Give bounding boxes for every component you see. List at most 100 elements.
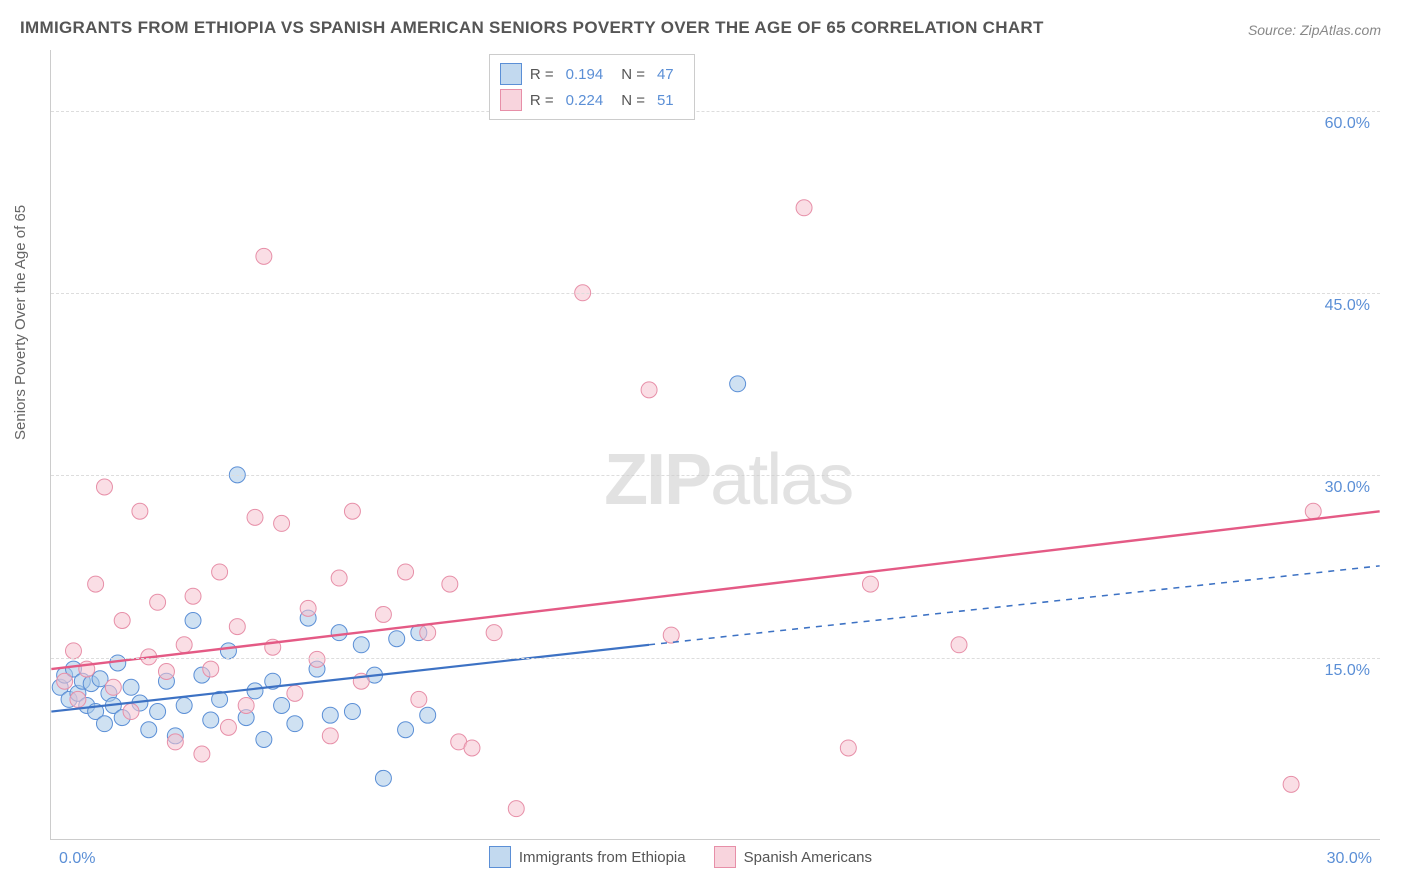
data-point xyxy=(353,637,369,653)
data-point xyxy=(451,734,467,750)
data-point xyxy=(238,710,254,726)
data-point xyxy=(322,728,338,744)
data-point xyxy=(353,673,369,689)
data-point xyxy=(663,627,679,643)
r-value-1: 0.194 xyxy=(566,66,604,83)
data-point xyxy=(96,716,112,732)
data-point xyxy=(274,515,290,531)
gridline xyxy=(51,475,1380,476)
y-axis-label: Seniors Poverty Over the Age of 65 xyxy=(12,205,29,440)
gridline xyxy=(51,658,1380,659)
data-point xyxy=(105,697,121,713)
data-point xyxy=(256,731,272,747)
data-point xyxy=(176,637,192,653)
data-point xyxy=(840,740,856,756)
regression-line xyxy=(51,511,1379,669)
data-point xyxy=(57,673,73,689)
data-point xyxy=(212,564,228,580)
data-point xyxy=(194,667,210,683)
data-point xyxy=(1305,503,1321,519)
data-point xyxy=(88,576,104,592)
gridline xyxy=(51,111,1380,112)
source-credit: Source: ZipAtlas.com xyxy=(1248,22,1381,38)
data-point xyxy=(105,679,121,695)
gridline xyxy=(51,293,1380,294)
data-point xyxy=(344,704,360,720)
data-point xyxy=(132,695,148,711)
r-label: R = xyxy=(530,92,554,109)
data-point xyxy=(398,722,414,738)
data-point xyxy=(70,691,86,707)
scatter-svg xyxy=(51,50,1380,839)
data-point xyxy=(52,679,68,695)
data-point xyxy=(951,637,967,653)
y-tick-label: 30.0% xyxy=(1325,479,1370,497)
legend-label-2: Spanish Americans xyxy=(744,849,872,866)
data-point xyxy=(158,663,174,679)
data-point xyxy=(508,801,524,817)
plot-area: 15.0%30.0%45.0%60.0%0.0%30.0% xyxy=(50,50,1380,840)
data-point xyxy=(61,691,77,707)
legend-label-1: Immigrants from Ethiopia xyxy=(519,849,686,866)
data-point xyxy=(79,661,95,677)
data-point xyxy=(114,613,130,629)
data-point xyxy=(220,719,236,735)
data-point xyxy=(287,685,303,701)
data-point xyxy=(420,707,436,723)
data-point xyxy=(158,673,174,689)
data-point xyxy=(486,625,502,641)
data-point xyxy=(194,746,210,762)
data-point xyxy=(70,685,86,701)
data-point xyxy=(300,610,316,626)
r-label: R = xyxy=(530,66,554,83)
data-point xyxy=(1283,776,1299,792)
data-point xyxy=(411,625,427,641)
n-value-1: 47 xyxy=(657,66,674,83)
data-point xyxy=(167,734,183,750)
data-point xyxy=(185,588,201,604)
data-point xyxy=(265,673,281,689)
data-point xyxy=(74,673,90,689)
legend-stats: R = 0.194 N = 47 R = 0.224 N = 51 xyxy=(489,54,695,120)
data-point xyxy=(344,503,360,519)
legend-stats-row-2: R = 0.224 N = 51 xyxy=(500,87,684,113)
swatch-blue-icon xyxy=(489,846,511,868)
data-point xyxy=(375,606,391,622)
data-point xyxy=(141,722,157,738)
data-point xyxy=(123,704,139,720)
y-tick-label: 15.0% xyxy=(1325,662,1370,680)
data-point xyxy=(185,613,201,629)
regression-line xyxy=(51,645,649,712)
data-point xyxy=(367,667,383,683)
data-point xyxy=(265,639,281,655)
data-point xyxy=(274,697,290,713)
n-value-2: 51 xyxy=(657,92,674,109)
data-point xyxy=(203,712,219,728)
legend-item-1: Immigrants from Ethiopia xyxy=(489,846,686,868)
data-point xyxy=(796,200,812,216)
data-point xyxy=(229,619,245,635)
data-point xyxy=(65,643,81,659)
data-point xyxy=(57,667,73,683)
y-tick-label: 45.0% xyxy=(1325,297,1370,315)
data-point xyxy=(420,625,436,641)
regression-line-extrapolated xyxy=(649,566,1380,645)
legend-stats-row-1: R = 0.194 N = 47 xyxy=(500,61,684,87)
data-point xyxy=(442,576,458,592)
data-point xyxy=(641,382,657,398)
data-point xyxy=(96,479,112,495)
data-point xyxy=(309,661,325,677)
data-point xyxy=(331,570,347,586)
data-point xyxy=(65,661,81,677)
swatch-blue-icon xyxy=(500,63,522,85)
data-point xyxy=(322,707,338,723)
data-point xyxy=(398,564,414,580)
data-point xyxy=(212,691,228,707)
data-point xyxy=(331,625,347,641)
r-value-2: 0.224 xyxy=(566,92,604,109)
data-point xyxy=(88,704,104,720)
data-point xyxy=(730,376,746,392)
data-point xyxy=(375,770,391,786)
n-label: N = xyxy=(621,66,645,83)
chart-title: IMMIGRANTS FROM ETHIOPIA VS SPANISH AMER… xyxy=(20,18,1044,38)
